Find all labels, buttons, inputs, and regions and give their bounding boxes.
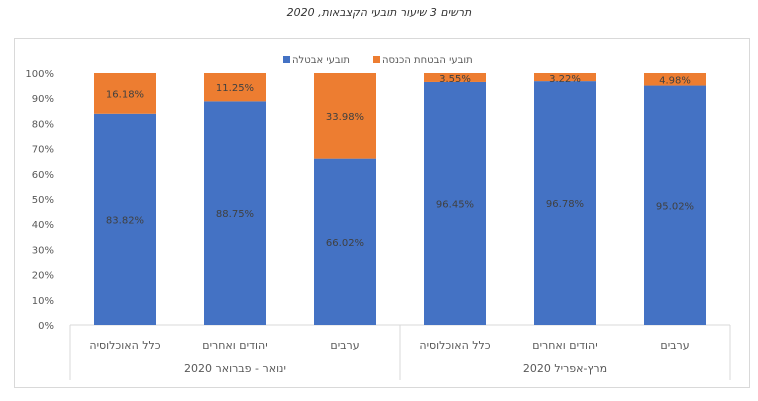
y-tick-label: 40% [32,220,54,231]
bar-segment [204,73,266,102]
y-tick-label: 50% [32,195,54,206]
data-label: 3.55% [439,74,471,85]
chart-title: תרשים 3 שיעור תובעי הקצבאות, 2020 [286,6,472,19]
category-label: יהודים ואחרים [202,339,267,352]
y-tick-label: 90% [32,94,54,105]
y-tick-label: 0% [38,321,54,332]
y-tick-label: 70% [32,145,54,156]
category-label: ערבים [660,339,689,352]
bar-segment [424,73,486,82]
bar-segment [534,81,596,325]
y-tick-label: 20% [32,271,54,282]
data-label: 95.02% [656,201,694,212]
data-label: 83.82% [106,215,144,226]
chart-frame [14,38,750,388]
data-label: 3.22% [549,74,581,85]
legend-swatch [283,56,290,63]
bar-segment [314,73,376,159]
bar-segment [644,85,706,326]
data-label: 11.25% [216,83,254,94]
data-label: 4.98% [659,75,691,86]
y-tick-label: 80% [32,119,54,130]
bar-segment [314,158,376,325]
legend-label: תובעי אבטלה [292,55,350,66]
bar-segment [94,73,156,114]
category-label: כלל האוכלוסיה [89,339,160,352]
category-label: כלל האוכלוסיה [419,339,490,352]
y-tick-label: 30% [32,245,54,256]
y-tick-label: 100% [25,69,54,80]
bar-segment [534,73,596,82]
data-label: 16.18% [106,89,144,100]
bar-segment [94,113,156,326]
data-label: 66.02% [326,238,364,249]
data-label: 96.78% [546,199,584,210]
bar-segment [424,81,486,325]
y-tick-label: 60% [32,170,54,181]
data-label: 96.45% [436,199,474,210]
legend-label: תובעי הבטחת הכנסה [382,55,473,66]
bar-segment [204,101,266,325]
group-label: ינואר - פברואר 2020 [184,362,286,375]
data-label: 33.98% [326,112,364,123]
legend-swatch [373,56,380,63]
data-label: 88.75% [216,209,254,220]
y-tick-label: 10% [32,296,54,307]
bar-segment [644,73,706,86]
group-label: מרץ-אפריל 2020 [523,362,607,375]
category-label: יהודים ואחרים [532,339,597,352]
category-label: ערבים [330,339,359,352]
